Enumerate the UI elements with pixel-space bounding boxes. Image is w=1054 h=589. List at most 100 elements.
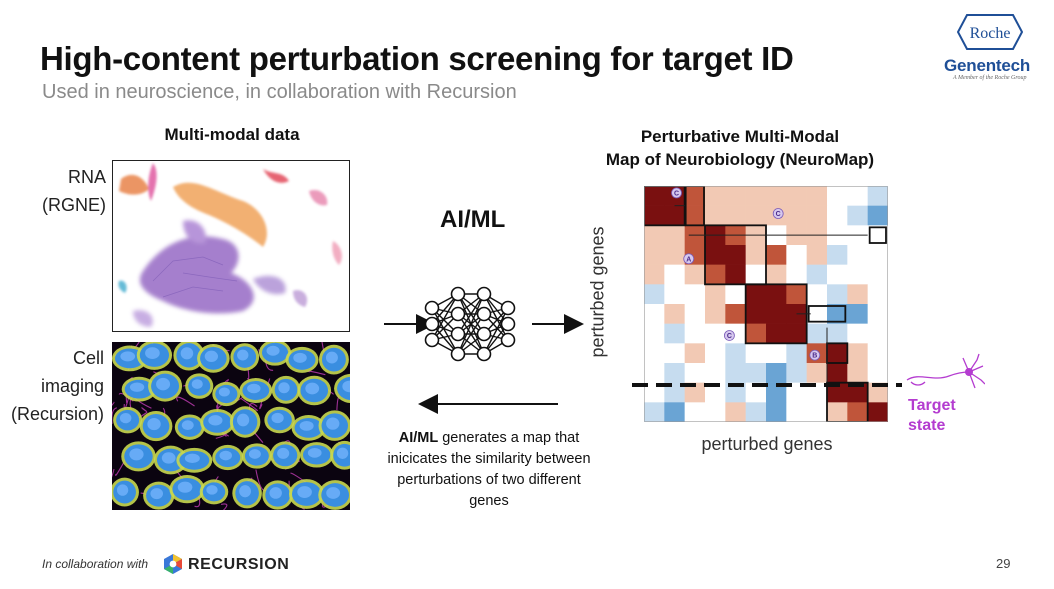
rna-label: RNA (RGNE) [10,163,106,219]
cluster-box [826,381,869,422]
heatmap-cell [644,382,665,403]
heatmap-cell [684,402,706,422]
roche-logo: Roche [957,14,1023,50]
multimodal-header: Multi-modal data [164,125,300,144]
heatmap-cell [725,264,746,285]
cell-label-line1: Cell [72,348,104,368]
heatmap-cell [827,284,848,305]
heatmap-cell [725,304,746,324]
heatmap-cell [664,225,685,246]
heatmap-cell [705,343,726,364]
heatmap-cell [745,402,767,422]
heatmap-cell [806,304,828,324]
nn-node [450,326,466,342]
heatmap-cell [644,284,665,305]
heatmap-cell [806,245,828,265]
cluster-box [704,224,767,286]
heatmap-cell [644,323,665,344]
rna-label-line2: (RGNE) [42,195,106,215]
heatmap-cell [684,284,706,305]
heatmap-cell [644,304,665,324]
heatmap-cell [786,205,807,226]
heatmap-cell [806,402,828,422]
target-state-label: Target state [908,396,956,436]
cell-label-line2: imaging [40,376,104,396]
map-marker-label: C [776,211,781,218]
neuromap-header-line2: Map of Neurobiology (NeuroMap) [605,150,875,169]
heatmap-cell [847,205,868,226]
heatmap-cell [786,186,807,206]
heatmap-cell [847,382,868,403]
nn-node [476,286,492,302]
heatmap-cell [827,264,848,285]
heatmap-cell [725,245,746,265]
heatmap-cell [827,382,848,403]
heatmap-cell [664,264,685,285]
neuromap-header: Perturbative Multi-Modal Map of Neurobio… [590,125,890,171]
heatmap-cell [745,264,767,285]
map-marker [724,330,735,341]
heatmap-cell [867,284,888,305]
heatmap-cell [827,245,848,265]
nn-node [424,332,440,348]
heatmap-cell [847,186,868,206]
nn-node [450,346,466,362]
heatmap-cell [786,363,807,383]
target-state-dashed-line [632,383,902,387]
nn-node [476,306,492,322]
heatmap-cell [766,245,787,265]
heatmap-cell [806,205,828,226]
heatmap-cell [745,343,767,364]
nn-node [500,332,516,348]
heatmap-cell [644,343,665,364]
heatmap-cell [786,323,807,344]
neuron-icon [906,353,985,389]
heatmap-cell [847,264,868,285]
genentech-logo: Genentech [944,56,1031,75]
heatmap-cell [705,245,726,265]
heatmap-cell [847,402,868,422]
map-marker [671,187,682,199]
aiml-title: AI/ML [440,206,506,233]
heatmap-cell [766,402,787,422]
slide-subtitle: Used in neuroscience, in collaboration w… [42,81,517,103]
heatmap-cell [705,186,726,206]
footer-collaboration-text: In collaboration with [42,557,149,571]
heatmap-cell [827,186,848,206]
cell-label-line3: (Recursion) [10,404,104,424]
heatmap-cell [786,402,807,422]
nn-node [500,300,516,316]
heatmap-cell [867,264,888,285]
heatmap-cell [644,205,665,226]
recursion-hexagon-icon [164,554,182,574]
heatmap-cell [786,343,807,364]
heatmap-y-label: perturbed genes [587,226,608,358]
heatmap-cell [705,402,726,422]
heatmap-cell [766,186,787,206]
heatmap-cell [867,205,888,226]
heatmap-cell [705,382,726,403]
cluster-box [868,226,887,244]
heatmap-cell [847,343,868,364]
nn-node [476,346,492,362]
nn-node [424,300,440,316]
neural-network-icon [384,286,584,362]
heatmap-cell [867,363,888,383]
heatmap-cell [786,382,807,403]
heatmap-cell [644,264,665,285]
map-marker [772,208,784,219]
heatmap-cell [725,343,746,364]
heatmap-cell [684,205,706,226]
roche-logo-text: Roche [970,25,1011,42]
heatmap-cell [827,304,848,324]
heatmap-cell [725,284,746,305]
heatmap-x-label: perturbed genes [701,434,833,454]
heatmap-cell [847,304,868,324]
map-marker-label: B [812,353,817,360]
heatmap-cell [867,186,888,206]
heatmap-cell [745,205,767,226]
heatmap-cell [867,343,888,364]
heatmap-cell [664,284,685,305]
heatmap-cell [644,402,665,422]
heatmap-cell [867,402,888,422]
